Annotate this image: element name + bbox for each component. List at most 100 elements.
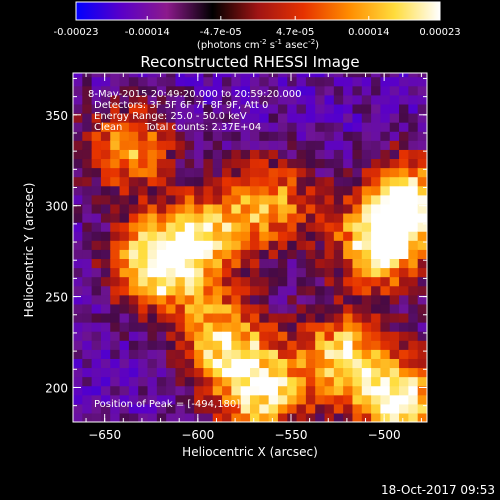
heatmap-cell [315,349,326,359]
heatmap-cell [417,294,427,305]
heatmap-cells [73,73,427,422]
heatmap-cell [222,76,232,87]
heatmap-cell [138,212,149,223]
heatmap-cell [240,294,251,305]
heatmap-cell [203,149,214,160]
heatmap-cell [184,394,195,405]
heatmap-cell [166,122,177,132]
heatmap-cell [119,231,130,241]
heatmap-cell [324,367,335,378]
heatmap-cell [343,112,354,123]
heatmap-cell [399,103,409,114]
heatmap-cell [380,340,391,350]
heatmap-cell [361,303,372,314]
heatmap-cell [82,112,93,123]
heatmap-cell [287,340,298,350]
heatmap-cell [128,231,139,241]
heatmap-cell [212,94,223,105]
heatmap-cell [203,76,214,87]
heatmap-cell [389,212,400,223]
heatmap-cell [343,122,354,132]
heatmap-cell [222,340,232,350]
heatmap-cell [212,203,223,214]
heatmap-cell [184,385,195,396]
heatmap-cell [296,249,307,260]
heatmap-cell [119,358,130,369]
heatmap-cell [222,176,232,187]
heatmap-cell [305,412,316,422]
heatmap-cell [417,331,427,341]
heatmap-cell [100,73,111,78]
heatmap-cell [82,412,93,422]
annotation-time-range: 8-May-2015 20:49:20.000 to 20:59:20.000 [88,89,301,100]
heatmap-cell [408,112,419,123]
heatmap-cell [380,412,391,422]
heatmap-cell [212,349,223,359]
heatmap-cell [333,331,344,341]
heatmap-cell [231,185,242,196]
heatmap-cell [175,322,186,332]
heatmap-cell [128,112,139,123]
heatmap-cell [287,212,298,223]
heatmap-cell [371,149,382,160]
heatmap-cell [166,85,177,96]
heatmap-cell [287,131,298,141]
heatmap-cell [315,367,326,378]
heatmap-cell [175,112,186,123]
heatmap-cell [408,131,419,141]
heatmap-cell [352,131,363,141]
heatmap-cell [333,367,344,378]
heatmap-cell [380,294,391,305]
heatmap-cell [371,394,382,405]
heatmap-cell [408,285,419,296]
colorbar-tick-label: -0.00014 [125,27,170,38]
heatmap-cell [100,285,111,296]
heatmap-cell [287,149,298,160]
heatmap-cell [175,73,186,78]
heatmap-cell [361,294,372,305]
timestamp: 18-Oct-2017 09:53 [381,483,495,497]
heatmap-cell [408,303,419,314]
heatmap-cell [231,367,242,378]
heatmap-cell [259,140,270,150]
heatmap-cell [231,73,242,78]
heatmap-cell [250,94,260,105]
heatmap-cell [287,73,298,78]
heatmap-cell [287,322,298,332]
heatmap-cell [259,276,270,287]
heatmap-cell [389,131,400,141]
heatmap-cell [222,73,232,78]
heatmap-cell [100,76,111,87]
heatmap-cell [222,149,232,160]
heatmap-cell [128,212,139,223]
heatmap-cell [73,349,83,359]
heatmap-cell [222,240,232,250]
heatmap-cell [315,176,326,187]
heatmap-cell [259,240,270,250]
heatmap-cell [417,322,427,332]
heatmap-cell [73,176,83,187]
heatmap-cell [389,249,400,260]
heatmap-cell [399,367,409,378]
heatmap-cell [203,240,214,250]
heatmap-cell [389,140,400,150]
heatmap-cell [417,73,427,78]
heatmap-cell [119,73,130,78]
heatmap-cell [371,358,382,369]
heatmap-cell [119,312,130,323]
heatmap-cell [277,131,288,141]
heatmap-cell [156,322,167,332]
heatmap-cell [110,331,121,341]
heatmap-cell [250,231,260,241]
heatmap-cell [184,403,195,414]
heatmap-cell [305,76,316,87]
heatmap-cell [73,367,83,378]
heatmap-cell [315,267,326,278]
heatmap-cell [100,322,111,332]
colorbar-tick-label: -4.7e-05 [200,27,242,38]
heatmap-cell [194,312,205,323]
heatmap-cell [277,285,288,296]
heatmap-cell [194,122,205,132]
heatmap-cell [156,294,167,305]
